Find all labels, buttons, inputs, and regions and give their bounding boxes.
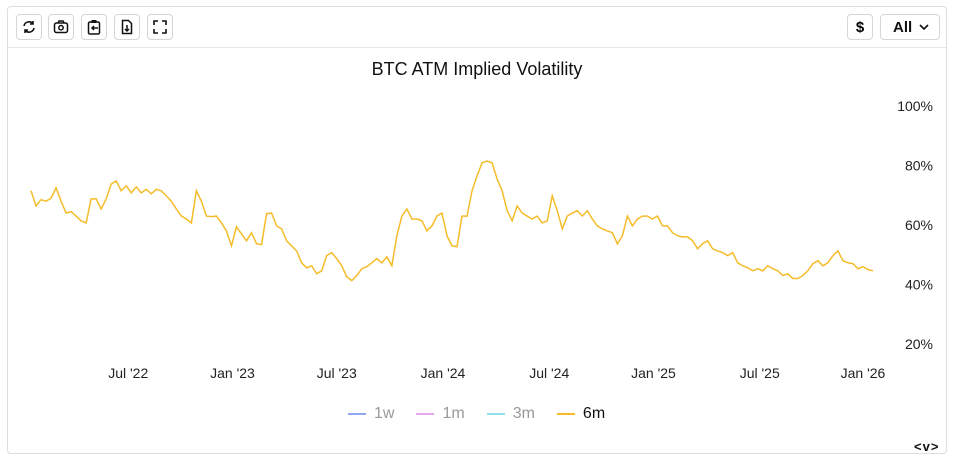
plot-area: 20% 40% 60% 80% 100% Jul '22 Jan '23 Jul '23 Jan… [30, 98, 933, 381]
x-tick-label: Jan '23 [210, 365, 255, 381]
y-tick-label: 40% [905, 277, 933, 293]
legend-label: 1w [374, 405, 395, 422]
legend-swatch [348, 413, 366, 415]
range-select[interactable]: All [880, 14, 940, 40]
legend-swatch [416, 413, 435, 415]
navigator-toggle[interactable]: <v> [914, 439, 940, 454]
camera-icon [53, 20, 69, 34]
x-tick-label: Jul '25 [740, 365, 780, 381]
legend-item-6m[interactable]: 6m [556, 405, 606, 423]
x-tick-label: Jan '24 [421, 365, 466, 381]
range-select-value: All [893, 18, 913, 36]
refresh-button[interactable] [16, 14, 42, 40]
series-line-6m[interactable] [30, 160, 874, 282]
y-tick-label: 100% [897, 98, 933, 114]
x-tick-label: Jul '24 [529, 365, 569, 381]
legend-item-3m[interactable]: 3m [486, 405, 535, 423]
legend-swatch [556, 413, 575, 415]
legend-label: 1m [442, 405, 465, 422]
currency-button[interactable]: $ [847, 14, 873, 40]
toolbar: $ All [8, 7, 946, 48]
x-tick-label: Jul '23 [317, 365, 357, 381]
legend: 1w 1m 3m 6m [348, 405, 605, 423]
x-tick-label: Jan '25 [631, 365, 676, 381]
legend-label: 6m [582, 405, 606, 422]
y-tick-label: 80% [905, 158, 933, 174]
refresh-icon [23, 21, 35, 33]
fullscreen-icon [153, 20, 167, 34]
clipboard-icon [87, 20, 101, 35]
y-tick-label: 60% [905, 217, 933, 233]
download-button[interactable] [114, 14, 140, 40]
fullscreen-button[interactable] [147, 14, 173, 40]
legend-label: 3m [512, 405, 535, 422]
chart-widget: $ All BTC ATM Implied Volatility 20% 40% 6… [7, 6, 947, 454]
download-file-icon [121, 19, 133, 35]
legend-item-1m[interactable]: 1m [416, 405, 465, 423]
copy-to-clipboard-button[interactable] [81, 14, 107, 40]
y-tick-label: 20% [905, 336, 933, 352]
x-tick-label: Jan '26 [841, 365, 886, 381]
chart-title: BTC ATM Implied Volatility [371, 59, 583, 79]
legend-swatch [486, 413, 505, 415]
screenshot-button[interactable] [48, 14, 74, 40]
x-tick-label: Jul '22 [108, 365, 148, 381]
chevron-down-icon [919, 24, 929, 31]
legend-item-1w[interactable]: 1w [348, 405, 394, 423]
